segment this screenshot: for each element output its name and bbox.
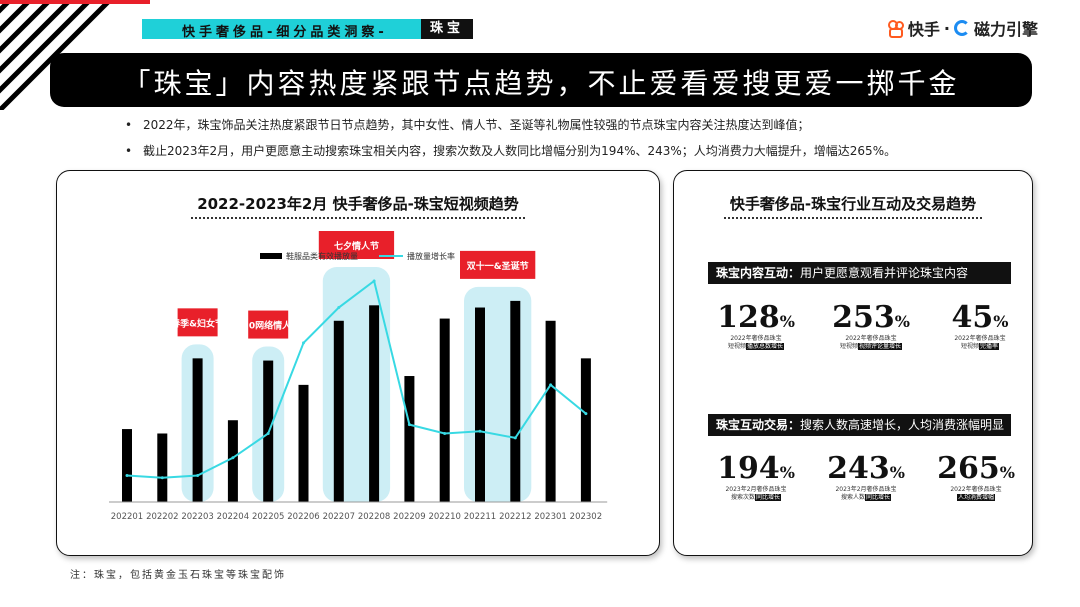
stat-search-count: 194% 2023年2月奢侈品珠宝 搜索次数同比增长 [717, 451, 795, 501]
brand-logo: 快手 · 磁力引擎 [887, 16, 1038, 40]
chart-title: 2022-2023年2月 快手奢侈品-珠宝短视频趋势 [57, 193, 659, 219]
annotation-label-box [318, 231, 395, 259]
growth-point-202204 [231, 456, 235, 460]
footnote: 注：珠宝，包括黄金玉石珠宝等珠宝配饰 [70, 570, 286, 581]
growth-point-202301 [549, 383, 553, 387]
bar-202301 [545, 320, 556, 502]
corner-stripes-decoration [0, 0, 140, 110]
growth-point-202302 [584, 412, 588, 416]
tick-label-202202: 202202 [146, 512, 178, 522]
growth-point-202206 [302, 341, 305, 345]
growth-point-202205 [266, 431, 270, 435]
tick-label-202210: 202210 [428, 512, 460, 522]
growth-point-202209 [407, 423, 411, 427]
logo-product-text: 磁力引擎 [973, 20, 1038, 39]
logo-separator: · [943, 18, 950, 38]
section-pill: 快手奢侈品-细分品类洞察- 珠宝 [142, 19, 473, 40]
bullet-item: 2022年，珠宝饰品关注热度紧跟节日节点趋势，其中女性、情人节、圣诞等礼物属性较… [125, 117, 896, 143]
growth-point-202207 [337, 306, 341, 310]
legend-bar-label: 鞋服品类有效播放量 [286, 251, 358, 261]
growth-point-202201 [125, 473, 129, 477]
annotation-label-box [248, 310, 289, 339]
bar-202201 [122, 429, 132, 502]
tick-label-202211: 202211 [464, 512, 496, 522]
bar-202211 [475, 307, 485, 502]
tick-label-202302: 202302 [570, 512, 602, 522]
section2-header: 珠宝互动交易：搜索人数高速增长，人均消费涨幅明显 [708, 414, 1011, 436]
growth-point-202210 [443, 431, 447, 435]
growth-rate-line [126, 279, 587, 479]
tick-label-202212: 202212 [499, 512, 531, 522]
tick-label-202207: 202207 [323, 512, 355, 522]
bar-202212 [510, 300, 521, 502]
section-tag: 珠宝 [421, 19, 473, 39]
section1-header: 珠宝内容互动：用户更愿意观看并评论珠宝内容 [708, 262, 1011, 284]
bar-202206 [298, 384, 309, 502]
bar-202204 [227, 420, 238, 502]
bar-202207 [333, 320, 344, 502]
tick-label-202206: 202206 [287, 512, 319, 522]
interaction-card: 快手奢侈品-珠宝行业互动及交易趋势 [673, 170, 1033, 556]
annotation-label-box [460, 250, 536, 279]
bullet-list: 2022年，珠宝饰品关注热度紧跟节日节点趋势，其中女性、情人节、圣诞等礼物属性较… [125, 117, 896, 169]
annotation-label: 七夕情人节 [334, 240, 379, 252]
stat-completion-rate: 45% 2022年奢侈品珠宝 短视频完播率 [951, 300, 1009, 350]
tick-label-202208: 202208 [358, 512, 390, 522]
legend-bar-swatch [260, 253, 282, 259]
cili-engine-logo-icon [953, 20, 970, 36]
stat-spending-growth: 265% 2022年奢侈品珠宝 人均消费增幅 [937, 451, 1015, 501]
growth-point-202202 [160, 476, 164, 480]
tick-label-202301: 202301 [534, 512, 566, 522]
bar-202302 [580, 358, 591, 502]
interaction-title: 快手奢侈品-珠宝行业互动及交易趋势 [674, 193, 1032, 219]
growth-point-202208 [372, 279, 376, 283]
red-accent-line [0, 0, 150, 4]
tick-label-202204: 202204 [217, 512, 249, 522]
bar-202203 [192, 358, 203, 502]
bar-202210 [439, 318, 450, 502]
bar-202209 [404, 376, 415, 502]
annotation-label: 双十一&圣诞节 [467, 260, 529, 272]
stat-play-growth: 128% 2022年奢侈品珠宝 短视频播放总数增长 [717, 300, 795, 350]
growth-point-202211 [478, 429, 482, 433]
stat-search-users: 243% 2023年2月奢侈品珠宝 搜索人数同比增长 [827, 451, 905, 501]
legend-line-label: 播放量增长率 [407, 251, 455, 261]
headline-banner: 「珠宝」内容热度紧跟节点趋势，不止爱看爱搜更爱一掷千金 [50, 53, 1032, 107]
bar-202208 [369, 305, 380, 502]
growth-point-202203 [196, 473, 200, 477]
annotation-label-box [177, 308, 218, 337]
trend-chart-card: 2022-2023年2月 快手奢侈品-珠宝短视频趋势 春季&妇女节 520网络情人… [56, 170, 660, 556]
bar-202202 [157, 433, 168, 502]
tick-label-202203: 202203 [181, 512, 213, 522]
annotation-label: 520网络情人节 [236, 320, 300, 332]
section-title: 快手奢侈品-细分品类洞察- [182, 25, 388, 40]
growth-point-202212 [513, 436, 517, 440]
bullet-item: 截止2023年2月，用户更愿意主动搜索珠宝相关内容，搜索次数及人数同比增幅分别为… [125, 143, 896, 169]
logo-brand-text: 快手 [907, 20, 940, 39]
stat-comment-growth: 253% 2022年奢侈品珠宝 短视频视频评论量增长 [832, 300, 910, 350]
headline: 「珠宝」内容热度紧跟节点趋势，不止爱看爱搜更爱一掷千金 [122, 67, 960, 100]
kuaishou-logo-icon [887, 20, 904, 38]
tick-label-202205: 202205 [252, 512, 284, 522]
tick-label-202209: 202209 [393, 512, 425, 522]
annotation-label: 春季&妇女节 [170, 317, 224, 329]
annotation-highlight [464, 286, 532, 502]
tick-label-202201: 202201 [111, 512, 143, 522]
